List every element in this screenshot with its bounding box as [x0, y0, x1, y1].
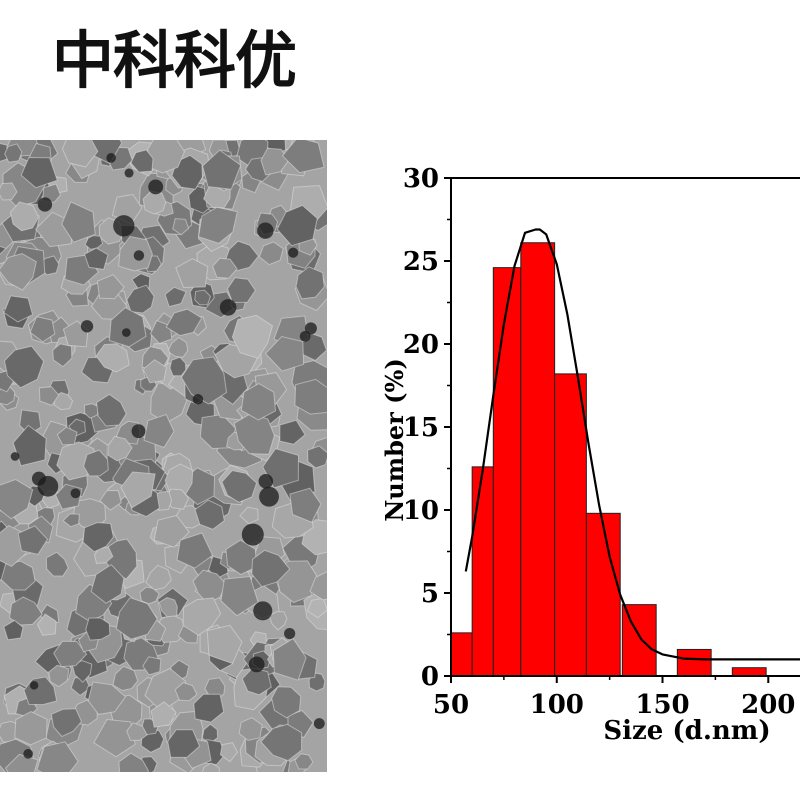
y-axis-label: Number (%) — [380, 358, 409, 521]
y-tick-label-20: 20 — [403, 330, 439, 360]
x-tick-label-150: 150 — [635, 690, 689, 720]
histogram-bar-5 — [585, 512, 621, 677]
x-tick-label-100: 100 — [530, 690, 584, 720]
y-tick-label-5: 5 — [421, 579, 439, 609]
x-tick-label-50: 50 — [433, 690, 469, 720]
y-tick-label-10: 10 — [403, 496, 439, 526]
histogram-bars — [450, 242, 767, 677]
brand-title: 中科科优 — [52, 24, 297, 97]
x-tick-label-200: 200 — [741, 690, 795, 720]
x-axis-label: Size (d.nm) — [603, 716, 770, 746]
gaussian-fit — [464, 228, 800, 661]
chart-ticks: 0 5 10 15 20 25 30 50 100 150 200 — [403, 164, 796, 720]
histogram-bar-2 — [492, 267, 522, 677]
histogram-bar-3 — [520, 242, 556, 677]
histogram-bar-4 — [554, 373, 587, 677]
histogram-bar-0 — [450, 632, 473, 677]
y-tick-label-30: 30 — [403, 164, 439, 194]
histogram-bar-7 — [676, 648, 712, 677]
histogram-bar-1 — [471, 466, 494, 677]
y-tick-label-25: 25 — [403, 247, 439, 277]
tem-particles — [0, 140, 327, 772]
histogram-bar-8 — [731, 667, 767, 677]
tem-micrograph-image — [0, 140, 327, 772]
y-tick-label-15: 15 — [403, 413, 439, 443]
y-tick-label-0: 0 — [421, 662, 439, 692]
fit-curve — [464, 228, 800, 661]
